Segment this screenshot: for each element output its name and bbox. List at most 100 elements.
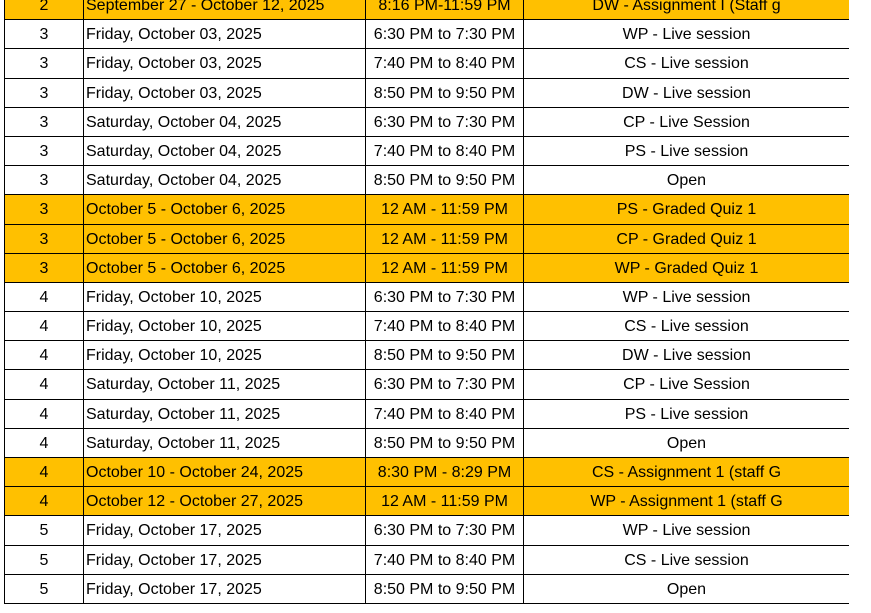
time-cell[interactable]: 7:40 PM to 8:40 PM bbox=[366, 312, 524, 342]
week-cell[interactable]: 4 bbox=[4, 341, 84, 371]
date-cell-text: Friday, October 03, 2025 bbox=[86, 26, 262, 44]
time-cell[interactable]: 7:40 PM to 8:40 PM bbox=[366, 399, 524, 429]
date-cell[interactable]: Saturday, October 11, 2025 bbox=[84, 428, 366, 458]
week-cell[interactable]: 5 bbox=[4, 516, 84, 546]
week-cell[interactable]: 3 bbox=[4, 195, 84, 225]
activity-cell[interactable]: CP - Graded Quiz 1 bbox=[524, 224, 849, 254]
activity-cell[interactable]: CS - Live session bbox=[524, 312, 849, 342]
activity-cell[interactable]: CS - Live session bbox=[524, 49, 849, 79]
activity-cell[interactable]: DW - Live session bbox=[524, 79, 849, 108]
time-cell[interactable]: 7:40 PM to 8:40 PM bbox=[366, 545, 524, 575]
activity-cell-text: CS - Assignment 1 (staff G bbox=[591, 464, 782, 481]
time-cell[interactable]: 7:40 PM to 8:40 PM bbox=[366, 136, 524, 167]
activity-cell[interactable]: WP - Assignment 1 (staff G bbox=[524, 487, 849, 517]
activity-cell[interactable]: WP - Live session bbox=[524, 516, 849, 546]
activity-cell-text: CP - Live Session bbox=[623, 376, 750, 394]
activity-cell[interactable]: CP - Live Session bbox=[524, 370, 849, 400]
date-cell[interactable]: Saturday, October 11, 2025 bbox=[84, 399, 366, 429]
week-cell[interactable]: 4 bbox=[4, 399, 84, 429]
activity-cell[interactable]: CS - Assignment 1 (staff G bbox=[524, 458, 849, 488]
time-cell-text: 7:40 PM to 8:40 PM bbox=[373, 405, 516, 423]
activity-cell[interactable]: WP - Graded Quiz 1 bbox=[524, 253, 849, 283]
date-cell[interactable]: Friday, October 03, 2025 bbox=[84, 20, 366, 50]
activity-cell[interactable]: Open bbox=[524, 166, 849, 196]
time-cell-text: 6:30 PM to 7:30 PM bbox=[373, 26, 516, 44]
week-cell[interactable]: 5 bbox=[4, 574, 84, 604]
activity-cell[interactable]: WP - Live session bbox=[524, 20, 849, 50]
activity-cell[interactable]: PS - Graded Quiz 1 bbox=[524, 195, 849, 225]
week-cell[interactable]: 3 bbox=[4, 224, 84, 254]
week-cell[interactable]: 5 bbox=[4, 545, 84, 575]
date-cell[interactable]: Friday, October 10, 2025 bbox=[84, 282, 366, 313]
date-cell[interactable]: October 5 - October 6, 2025 bbox=[84, 224, 366, 254]
time-cell-text: 6:30 PM to 7:30 PM bbox=[373, 288, 516, 306]
date-cell[interactable]: Friday, October 03, 2025 bbox=[84, 78, 366, 108]
time-cell[interactable]: 6:30 PM to 7:30 PM bbox=[366, 516, 524, 546]
week-cell[interactable]: 3 bbox=[4, 49, 84, 79]
time-cell[interactable]: 8:50 PM to 9:50 PM bbox=[366, 78, 524, 108]
activity-cell[interactable]: Open bbox=[524, 575, 849, 604]
time-cell[interactable]: 12 AM - 11:59 PM bbox=[366, 224, 524, 254]
date-cell[interactable]: October 12 - October 27, 2025 bbox=[84, 487, 366, 517]
time-cell-text: 7:40 PM to 8:40 PM bbox=[373, 318, 516, 336]
table-row: 3 Saturday, October 04, 2025 6:30 PM to 7:… bbox=[0, 107, 871, 137]
activity-cell[interactable]: Open bbox=[524, 429, 849, 458]
time-cell[interactable]: 8:50 PM to 9:50 PM bbox=[366, 428, 524, 458]
week-cell[interactable]: 4 bbox=[4, 312, 84, 342]
date-cell[interactable]: Saturday, October 11, 2025 bbox=[84, 370, 366, 400]
time-cell[interactable]: 8:16 PM-11:59 PM bbox=[366, 0, 524, 21]
activity-cell[interactable]: CP - Live Session bbox=[524, 108, 849, 137]
date-cell[interactable]: Friday, October 17, 2025 bbox=[84, 574, 366, 604]
time-cell[interactable]: 6:30 PM to 7:30 PM bbox=[366, 282, 524, 313]
activity-cell[interactable]: CS - Live session bbox=[524, 546, 849, 575]
date-cell[interactable]: September 27 - October 12, 2025 bbox=[84, 0, 366, 21]
week-cell[interactable]: 4 bbox=[4, 487, 84, 517]
date-cell[interactable]: Saturday, October 04, 2025 bbox=[84, 107, 366, 137]
time-cell[interactable]: 8:50 PM to 9:50 PM bbox=[366, 341, 524, 371]
date-cell[interactable]: Saturday, October 04, 2025 bbox=[84, 166, 366, 196]
time-cell[interactable]: 6:30 PM to 7:30 PM bbox=[366, 20, 524, 50]
week-cell[interactable]: 3 bbox=[4, 107, 84, 137]
time-cell[interactable]: 6:30 PM to 7:30 PM bbox=[366, 370, 524, 400]
time-cell[interactable]: 7:40 PM to 8:40 PM bbox=[366, 49, 524, 79]
activity-cell[interactable]: PS - Live session bbox=[524, 137, 849, 167]
date-cell[interactable]: Friday, October 03, 2025 bbox=[84, 49, 366, 79]
activity-cell[interactable]: DW - Live session bbox=[524, 341, 849, 371]
date-cell[interactable]: October 10 - October 24, 2025 bbox=[84, 458, 366, 488]
time-cell[interactable]: 12 AM - 11:59 PM bbox=[366, 253, 524, 283]
time-cell[interactable]: 6:30 PM to 7:30 PM bbox=[366, 107, 524, 137]
date-cell[interactable]: October 5 - October 6, 2025 bbox=[84, 195, 366, 225]
week-cell-text: 3 bbox=[39, 142, 49, 160]
date-cell-text: Friday, October 03, 2025 bbox=[86, 84, 262, 102]
date-cell[interactable]: October 5 - October 6, 2025 bbox=[84, 253, 366, 283]
activity-cell[interactable]: DW - Assignment I (Staff g bbox=[524, 0, 849, 21]
time-cell[interactable]: 12 AM - 11:59 PM bbox=[366, 487, 524, 517]
week-cell[interactable]: 2 bbox=[4, 0, 84, 21]
week-cell[interactable]: 4 bbox=[4, 458, 84, 488]
week-cell[interactable]: 3 bbox=[4, 136, 84, 167]
week-cell[interactable]: 4 bbox=[4, 370, 84, 400]
week-cell[interactable]: 3 bbox=[4, 78, 84, 108]
time-cell[interactable]: 8:50 PM to 9:50 PM bbox=[366, 574, 524, 604]
activity-cell[interactable]: PS - Live session bbox=[524, 400, 849, 429]
date-cell[interactable]: Friday, October 17, 2025 bbox=[84, 545, 366, 575]
activity-cell-text: CP - Graded Quiz 1 bbox=[616, 230, 757, 248]
date-cell-text: Friday, October 17, 2025 bbox=[86, 522, 262, 540]
week-cell[interactable]: 4 bbox=[4, 428, 84, 458]
week-cell[interactable]: 3 bbox=[4, 20, 84, 50]
activity-cell[interactable]: WP - Live session bbox=[524, 283, 849, 313]
time-cell[interactable]: 8:30 PM - 8:29 PM bbox=[366, 458, 524, 488]
week-cell[interactable]: 3 bbox=[4, 166, 84, 196]
date-cell[interactable]: Saturday, October 04, 2025 bbox=[84, 136, 366, 167]
date-cell[interactable]: Friday, October 17, 2025 bbox=[84, 516, 366, 546]
time-cell[interactable]: 8:50 PM to 9:50 PM bbox=[366, 166, 524, 196]
date-cell[interactable]: Friday, October 10, 2025 bbox=[84, 312, 366, 342]
time-cell[interactable]: 12 AM - 11:59 PM bbox=[366, 195, 524, 225]
date-cell-text: Friday, October 17, 2025 bbox=[86, 580, 262, 598]
date-cell-text: Saturday, October 11, 2025 bbox=[86, 376, 281, 394]
week-cell[interactable]: 3 bbox=[4, 253, 84, 283]
date-cell[interactable]: Friday, October 10, 2025 bbox=[84, 341, 366, 371]
activity-cell-text: WP - Live session bbox=[622, 288, 751, 306]
table-row: 3 Saturday, October 04, 2025 8:50 PM to 9:… bbox=[0, 166, 871, 196]
week-cell[interactable]: 4 bbox=[4, 282, 84, 313]
